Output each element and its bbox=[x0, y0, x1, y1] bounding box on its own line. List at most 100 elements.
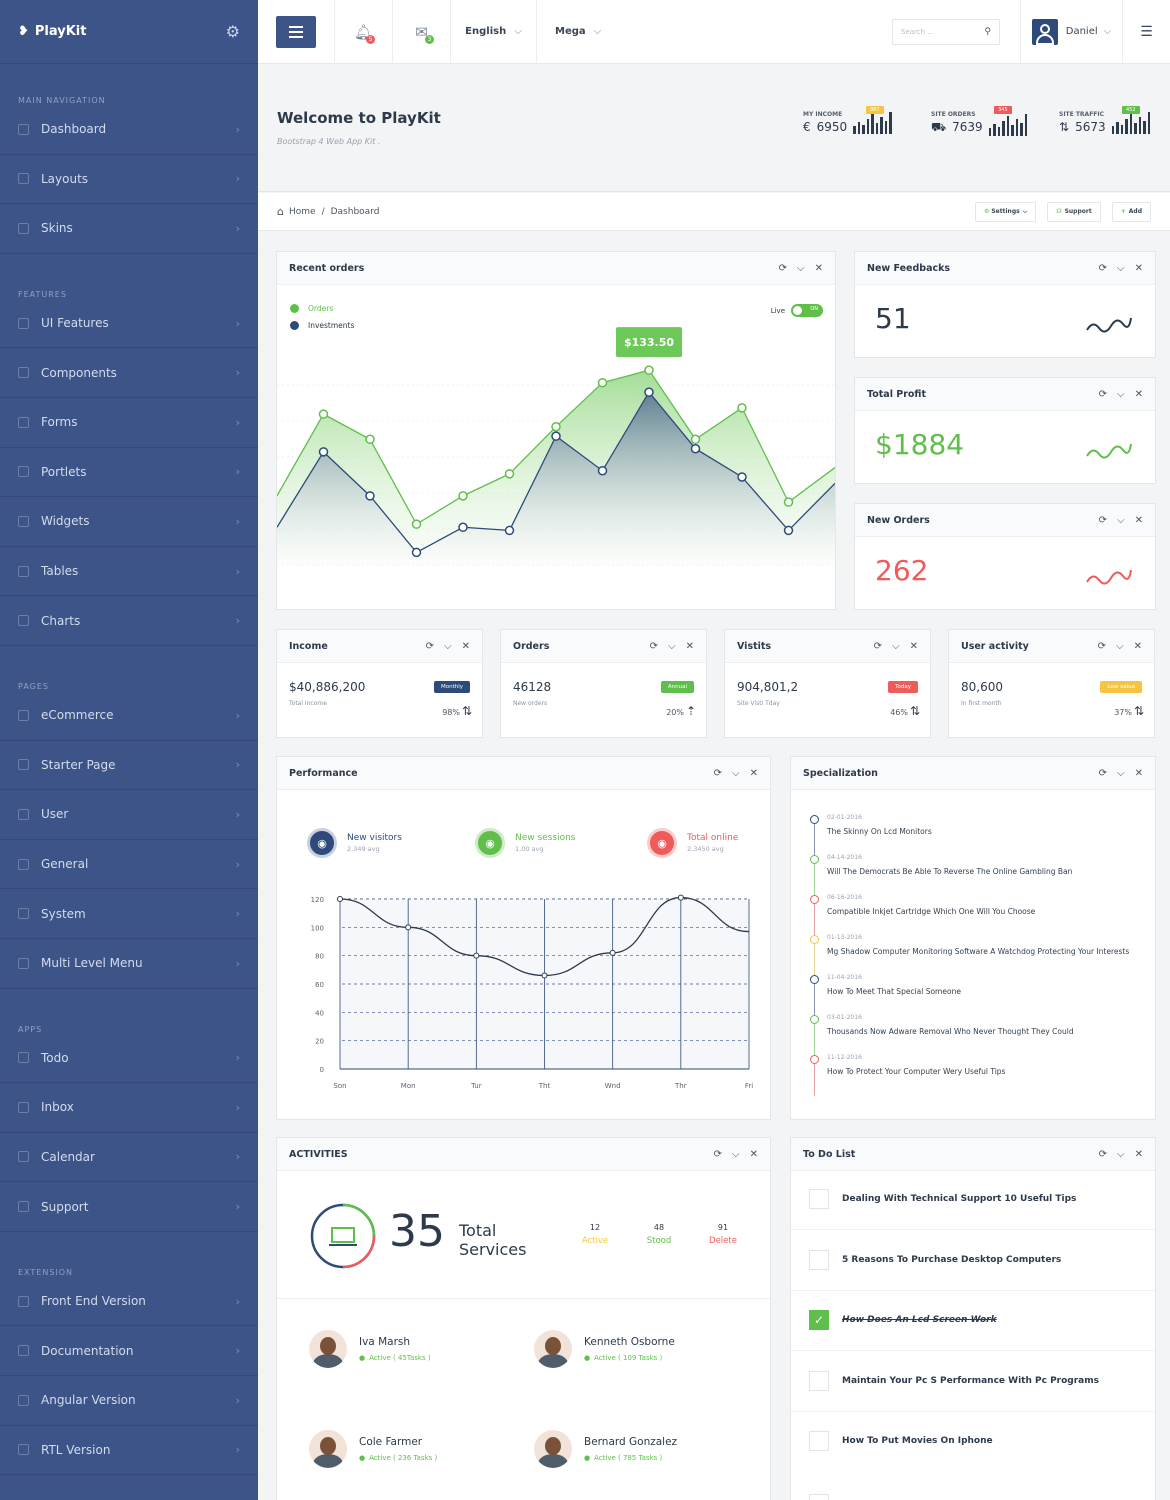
timeline-date: 04-14-2016 bbox=[827, 854, 862, 861]
notifications-button[interactable]: 🔔︎ 5 bbox=[334, 0, 392, 64]
collapse-icon[interactable]: ⌵ bbox=[1117, 1148, 1125, 1160]
sidebar-item-starter-page[interactable]: Starter Page › bbox=[0, 741, 258, 791]
collapse-icon[interactable]: ⌵ bbox=[732, 1148, 740, 1160]
sidebar-item-tables[interactable]: Tables › bbox=[0, 547, 258, 597]
todo-checkbox[interactable] bbox=[809, 1370, 829, 1391]
timeline-item[interactable]: 06-16-2016 Compatible Inkjet Cartridge Wh… bbox=[827, 894, 1035, 916]
close-icon[interactable]: ✕ bbox=[1133, 640, 1142, 652]
y-tick-label: 60 bbox=[315, 981, 324, 989]
close-icon[interactable]: ✕ bbox=[461, 640, 470, 652]
close-icon[interactable]: ✕ bbox=[685, 640, 694, 652]
search-box[interactable]: Search ... ⚲ bbox=[892, 18, 1000, 45]
close-icon[interactable]: ✕ bbox=[1134, 514, 1143, 526]
collapse-icon[interactable]: ⌵ bbox=[1117, 262, 1125, 274]
sidebar-item-todo[interactable]: Todo › bbox=[0, 1034, 258, 1084]
todo-checkbox[interactable]: ✓ bbox=[809, 1310, 829, 1330]
team-member[interactable]: Cole Farmer ● Active ( 236 Tasks ) bbox=[309, 1430, 437, 1468]
refresh-icon[interactable]: ⟳ bbox=[873, 640, 883, 652]
todo-item[interactable]: 5 Reasons To Purchase Desktop Computers bbox=[809, 1249, 1061, 1270]
sidebar-item-user[interactable]: User › bbox=[0, 790, 258, 840]
breadcrumb-home[interactable]: Home bbox=[288, 206, 316, 217]
collapse-icon[interactable]: ⌵ bbox=[1117, 388, 1125, 400]
refresh-icon[interactable]: ⟳ bbox=[425, 640, 435, 652]
collapse-icon[interactable]: ⌵ bbox=[1117, 767, 1125, 779]
timeline-item[interactable]: 04-14-2016 Will The Democrats Be Able To … bbox=[827, 854, 1072, 876]
todo-checkbox[interactable] bbox=[809, 1249, 829, 1270]
close-icon[interactable]: ✕ bbox=[749, 1148, 758, 1160]
sidebar-item-widgets[interactable]: Widgets › bbox=[0, 497, 258, 547]
settings-gear-icon[interactable]: ⚙ bbox=[225, 22, 240, 41]
refresh-icon[interactable]: ⟳ bbox=[1098, 262, 1108, 274]
language-dropdown[interactable]: English ⌵ bbox=[450, 0, 536, 64]
refresh-icon[interactable]: ⟳ bbox=[1098, 514, 1108, 526]
collapse-icon[interactable]: ⌵ bbox=[732, 767, 740, 779]
mega-menu-dropdown[interactable]: Mega ⌵ bbox=[536, 0, 616, 64]
sidebar-item-skins[interactable]: Skins › bbox=[0, 204, 258, 254]
sidebar-item-dashboard[interactable]: Dashboard › bbox=[0, 105, 258, 155]
timeline-item[interactable]: 11-04-2016 How To Meet That Special Someo… bbox=[827, 974, 961, 996]
collapse-icon[interactable]: ⌵ bbox=[892, 640, 900, 652]
support-button[interactable]: ☊ Support bbox=[1047, 201, 1101, 222]
collapse-icon[interactable]: ⌵ bbox=[444, 640, 452, 652]
timeline-item[interactable]: 03-01-2016 Thousands Now Adware Removal W… bbox=[827, 1014, 1074, 1036]
menu-toggle-button[interactable] bbox=[276, 15, 316, 48]
todo-checkbox[interactable] bbox=[809, 1189, 829, 1209]
collapse-icon[interactable]: ⌵ bbox=[668, 640, 676, 652]
refresh-icon[interactable]: ⟳ bbox=[1098, 1148, 1108, 1160]
sidebar-item-inbox[interactable]: Inbox › bbox=[0, 1083, 258, 1133]
sidebar-item-ui-features[interactable]: UI Features › bbox=[0, 299, 258, 349]
sidebar-item-label: User bbox=[41, 807, 69, 822]
close-icon[interactable]: ✕ bbox=[749, 767, 758, 779]
sidebar-item-front-end-version[interactable]: Front End Version › bbox=[0, 1277, 258, 1327]
close-icon[interactable]: ✕ bbox=[1134, 388, 1143, 400]
live-toggle[interactable]: ON bbox=[791, 304, 823, 317]
messages-button[interactable]: ✉ 3 bbox=[392, 0, 450, 64]
team-member[interactable]: Iva Marsh ● Active ( 45Tasks ) bbox=[309, 1330, 431, 1368]
collapse-icon[interactable]: ⌵ bbox=[797, 262, 805, 274]
sidebar-item-support[interactable]: Support › bbox=[0, 1182, 258, 1232]
close-icon[interactable]: ✕ bbox=[814, 262, 823, 274]
sidebar-item-calendar[interactable]: Calendar › bbox=[0, 1133, 258, 1183]
sidebar-item-rtl-version[interactable]: RTL Version › bbox=[0, 1426, 258, 1476]
todo-checkbox[interactable] bbox=[809, 1431, 829, 1451]
add-button[interactable]: + Add bbox=[1111, 201, 1151, 222]
close-icon[interactable]: ✕ bbox=[1134, 262, 1143, 274]
team-member[interactable]: Bernard Gonzalez ● Active ( 785 Tasks ) bbox=[534, 1430, 677, 1468]
refresh-icon[interactable]: ⟳ bbox=[1098, 388, 1108, 400]
data-point bbox=[783, 497, 794, 507]
refresh-icon[interactable]: ⟳ bbox=[713, 767, 723, 779]
todo-item[interactable]: Maintain Your Pc S Performance With Pc P… bbox=[809, 1370, 1099, 1391]
sidebar-item-ecommerce[interactable]: eCommerce › bbox=[0, 691, 258, 741]
sidebar-item-system[interactable]: System › bbox=[0, 889, 258, 939]
sidebar-item-general[interactable]: General › bbox=[0, 840, 258, 890]
sidebar-item-charts[interactable]: Charts › bbox=[0, 596, 258, 646]
close-icon[interactable]: ✕ bbox=[1134, 1148, 1143, 1160]
team-member[interactable]: Kenneth Osborne ● Active ( 109 Tasks ) bbox=[534, 1330, 675, 1368]
todo-item[interactable]: How To Put Movies On Iphone bbox=[809, 1431, 993, 1451]
sidebar-item-angular-version[interactable]: Angular Version › bbox=[0, 1376, 258, 1426]
sidebar-item-portlets[interactable]: Portlets › bbox=[0, 448, 258, 498]
refresh-icon[interactable]: ⟳ bbox=[1098, 767, 1108, 779]
sidebar-item-layouts[interactable]: Layouts › bbox=[0, 155, 258, 205]
todo-item[interactable]: ✓ How Does An Lcd Screen Work bbox=[809, 1310, 997, 1330]
sidebar-item-multi-level-menu[interactable]: Multi Level Menu › bbox=[0, 939, 258, 989]
collapse-icon[interactable]: ⌵ bbox=[1117, 514, 1125, 526]
collapse-icon[interactable]: ⌵ bbox=[1116, 640, 1124, 652]
timeline-item[interactable]: 01-13-2016 Mg Shadow Computer Monitoring … bbox=[827, 934, 1129, 956]
sidebar-item-forms[interactable]: Forms › bbox=[0, 398, 258, 448]
refresh-icon[interactable]: ⟳ bbox=[1097, 640, 1107, 652]
todo-item[interactable]: Dealing With Technical Support 10 Useful… bbox=[809, 1189, 1076, 1209]
timeline-item[interactable]: 02-01-2016 The Skinny On Lcd Monitors bbox=[827, 814, 932, 836]
sidebar-item-documentation[interactable]: Documentation › bbox=[0, 1326, 258, 1377]
sidebar-item-components[interactable]: Components › bbox=[0, 348, 258, 398]
refresh-icon[interactable]: ⟳ bbox=[649, 640, 659, 652]
timeline-item[interactable]: 11-12-2016 How To Protect Your Computer W… bbox=[827, 1054, 1005, 1076]
search-input[interactable]: Search ... bbox=[901, 27, 934, 36]
side-panel-toggle[interactable]: ☰ bbox=[1122, 0, 1170, 64]
settings-button[interactable]: ⚙ Settings ⌵ bbox=[974, 201, 1037, 222]
user-menu[interactable]: Daniel ⌵ bbox=[1020, 0, 1122, 64]
refresh-icon[interactable]: ⟳ bbox=[713, 1148, 723, 1160]
close-icon[interactable]: ✕ bbox=[1134, 767, 1143, 779]
close-icon[interactable]: ✕ bbox=[909, 640, 918, 652]
refresh-icon[interactable]: ⟳ bbox=[778, 262, 788, 274]
